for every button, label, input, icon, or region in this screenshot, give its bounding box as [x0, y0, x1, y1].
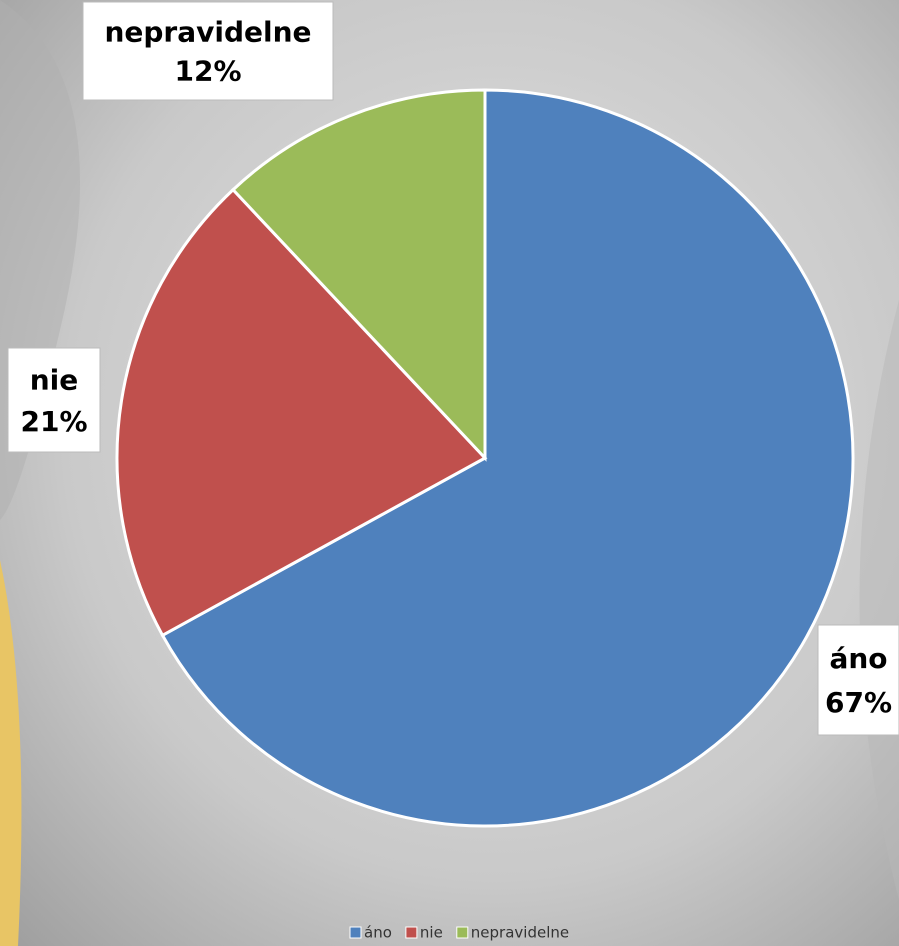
legend-label: nepravidelne — [471, 924, 569, 942]
legend-label: áno — [364, 924, 392, 942]
data-label-name: áno — [829, 642, 887, 675]
data-label-name: nie — [30, 363, 79, 396]
data-label-value: 12% — [174, 55, 241, 88]
pie — [117, 90, 853, 826]
chart: áno 67% nie 21% nepravidelne 12% áno nie neprav… — [0, 0, 899, 946]
page: {"chart_data": {"type": "pie", "categori… — [0, 0, 899, 946]
legend-label: nie — [420, 924, 443, 942]
data-label-name: nepravidelne — [104, 15, 311, 48]
legend-swatch — [406, 927, 417, 938]
data-label-value: 67% — [825, 686, 892, 719]
legend-swatch — [350, 927, 361, 938]
legend-swatch — [457, 927, 468, 938]
data-label-value: 21% — [20, 405, 87, 438]
